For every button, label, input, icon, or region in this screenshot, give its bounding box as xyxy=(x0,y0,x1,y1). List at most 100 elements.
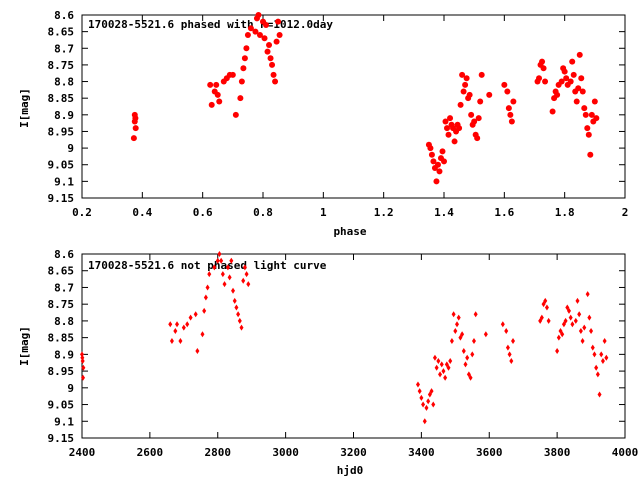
data-point xyxy=(432,354,437,361)
data-point xyxy=(217,251,222,257)
data-point xyxy=(264,48,271,55)
data-point xyxy=(255,12,262,18)
data-point xyxy=(579,88,586,95)
data-point xyxy=(433,178,440,185)
data-point xyxy=(431,401,436,408)
data-point xyxy=(463,361,468,368)
data-point xyxy=(205,284,210,291)
data-point xyxy=(459,71,466,78)
data-point xyxy=(555,348,560,355)
data-point xyxy=(588,111,595,118)
data-point xyxy=(477,98,484,105)
data-point xyxy=(582,111,589,118)
data-point xyxy=(130,135,137,142)
y-tick-label: 8.7 xyxy=(54,281,74,294)
data-point xyxy=(563,317,568,324)
data-point xyxy=(236,311,241,318)
x-tick-label: 2800 xyxy=(205,446,232,459)
data-point xyxy=(578,327,583,334)
data-point xyxy=(501,81,508,88)
data-point xyxy=(599,351,604,358)
data-point xyxy=(428,151,435,158)
data-point xyxy=(595,371,600,378)
data-point xyxy=(188,314,193,321)
data-point xyxy=(434,364,439,371)
y-tick-label: 9.1 xyxy=(54,175,74,188)
data-point xyxy=(451,311,456,318)
data-point xyxy=(181,324,186,331)
data-point xyxy=(426,398,431,405)
data-point xyxy=(573,98,580,105)
y-tick-label: 9.05 xyxy=(48,159,75,172)
data-point xyxy=(447,115,454,122)
data-point xyxy=(241,277,246,284)
y-tick-label: 8.95 xyxy=(48,125,75,138)
data-point xyxy=(456,314,461,321)
x-tick-label: 2 xyxy=(622,206,629,219)
data-point xyxy=(222,281,227,288)
x-tick-label: 1.2 xyxy=(374,206,394,219)
data-point xyxy=(483,331,488,338)
x-tick-label: 2400 xyxy=(69,446,96,459)
x-tick-label: 1 xyxy=(320,206,327,219)
data-point xyxy=(438,371,443,378)
data-point xyxy=(227,274,232,281)
data-point xyxy=(584,125,591,132)
data-point xyxy=(207,271,212,278)
data-point xyxy=(175,321,180,328)
data-point xyxy=(434,161,441,168)
data-point xyxy=(461,348,466,355)
x-tick-label: 3400 xyxy=(408,446,435,459)
plot-frame xyxy=(81,253,626,439)
plot-frame xyxy=(81,14,626,199)
y-tick-label: 9 xyxy=(67,142,74,155)
data-point xyxy=(246,281,251,288)
x-tick-label: 3000 xyxy=(272,446,299,459)
data-point xyxy=(585,131,592,138)
data-point xyxy=(237,317,242,324)
data-point xyxy=(504,327,509,334)
data-point xyxy=(471,337,476,344)
data-point xyxy=(195,348,200,355)
data-point xyxy=(436,168,443,175)
data-point xyxy=(231,287,236,294)
chart-title: 170028-5521.6 not phased light curve xyxy=(88,259,327,272)
data-point xyxy=(275,18,282,25)
data-point xyxy=(193,311,198,318)
data-point xyxy=(578,75,585,82)
data-point xyxy=(202,307,207,314)
data-point xyxy=(471,118,478,125)
x-tick-label: 0.4 xyxy=(132,206,152,219)
data-point xyxy=(594,364,599,371)
data-point xyxy=(560,331,565,338)
data-point xyxy=(540,65,547,72)
y-axis-label: I[mag] xyxy=(18,326,31,366)
data-point xyxy=(585,291,590,298)
data-point xyxy=(240,65,247,72)
y-tick-label: 8.9 xyxy=(54,348,74,361)
data-point xyxy=(558,78,565,85)
y-tick-label: 9 xyxy=(67,382,74,395)
data-point xyxy=(243,45,250,52)
data-point xyxy=(582,324,587,331)
data-point xyxy=(203,294,208,301)
data-point xyxy=(229,71,236,78)
data-point xyxy=(443,374,448,381)
data-point xyxy=(244,31,251,38)
data-point xyxy=(270,71,277,78)
x-axis-label: hjd0 xyxy=(337,464,364,477)
data-point xyxy=(429,388,434,395)
data-point xyxy=(507,351,512,358)
data-point xyxy=(456,125,463,132)
data-point xyxy=(234,304,239,311)
y-tick-label: 8.6 xyxy=(54,248,74,261)
y-tick-label: 8.65 xyxy=(48,26,75,39)
data-point xyxy=(81,374,86,381)
data-point xyxy=(457,101,464,108)
data-point xyxy=(214,91,221,98)
data-point xyxy=(592,351,597,358)
data-point xyxy=(417,388,422,395)
y-tick-label: 8.85 xyxy=(48,92,75,105)
x-tick-label: 0.2 xyxy=(72,206,92,219)
